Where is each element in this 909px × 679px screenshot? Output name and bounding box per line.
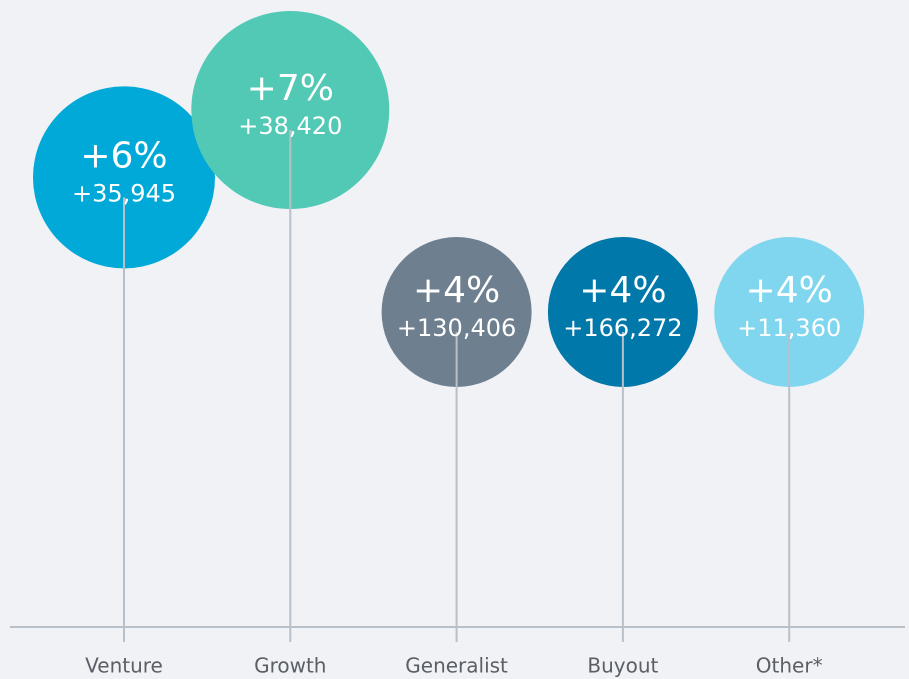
count-label: +130,406 [397, 314, 516, 342]
percent-label: +6% [80, 135, 167, 176]
bubble [547, 237, 698, 387]
count-label: +38,420 [238, 112, 342, 140]
count-label: +35,945 [72, 179, 176, 207]
percent-label: +4% [413, 270, 500, 311]
percent-label: +4% [746, 270, 833, 311]
percent-label: +7% [247, 68, 334, 109]
count-label: +11,360 [737, 314, 841, 342]
bubble [714, 237, 865, 387]
percent-label: +4% [579, 270, 666, 311]
x-tick-label: Generalist [405, 654, 508, 678]
x-tick-label: Other* [756, 654, 823, 678]
bubble [191, 11, 390, 209]
count-label: +166,272 [563, 314, 682, 342]
x-tick-label: Buyout [587, 654, 658, 678]
x-tick-label: Growth [254, 654, 326, 678]
bubble [381, 237, 532, 387]
x-tick-label: Venture [85, 654, 163, 678]
bubble [33, 86, 215, 269]
